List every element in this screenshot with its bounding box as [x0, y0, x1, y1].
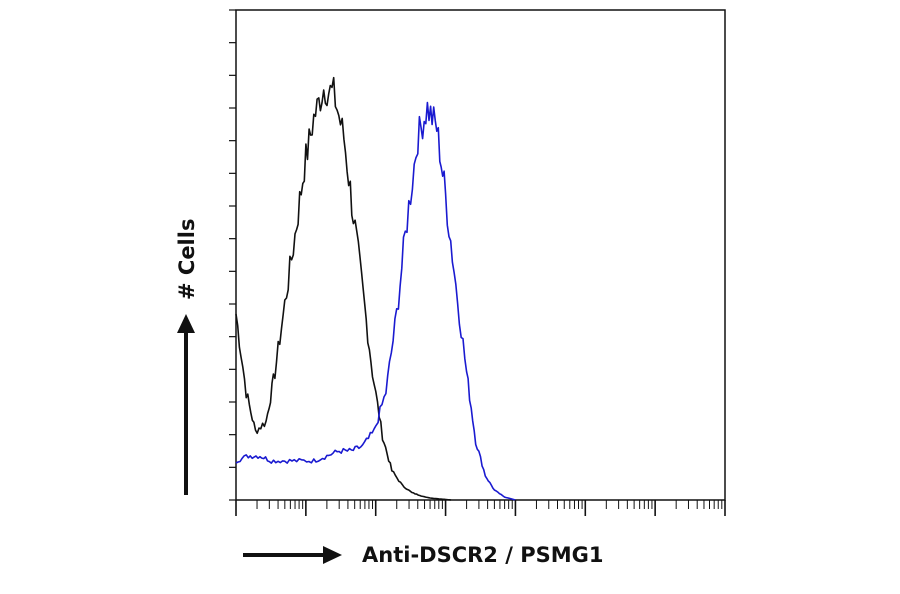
y-axis-title: # Cells: [175, 219, 199, 300]
y-axis-title-group: # Cells: [175, 219, 199, 495]
y-axis-arrowhead-icon: [177, 314, 195, 333]
histogram-series-1: [235, 76, 452, 501]
histogram-series: [235, 76, 516, 501]
plot-frame: [235, 9, 726, 501]
histogram-series-2: [235, 101, 516, 501]
x-axis-arrowhead-icon: [323, 546, 342, 564]
axis-ticks: [229, 9, 726, 516]
x-axis-title-group: Anti-DSCR2 / PSMG1: [243, 543, 603, 567]
plot-border: [235, 9, 726, 501]
x-axis-title: Anti-DSCR2 / PSMG1: [362, 543, 603, 567]
